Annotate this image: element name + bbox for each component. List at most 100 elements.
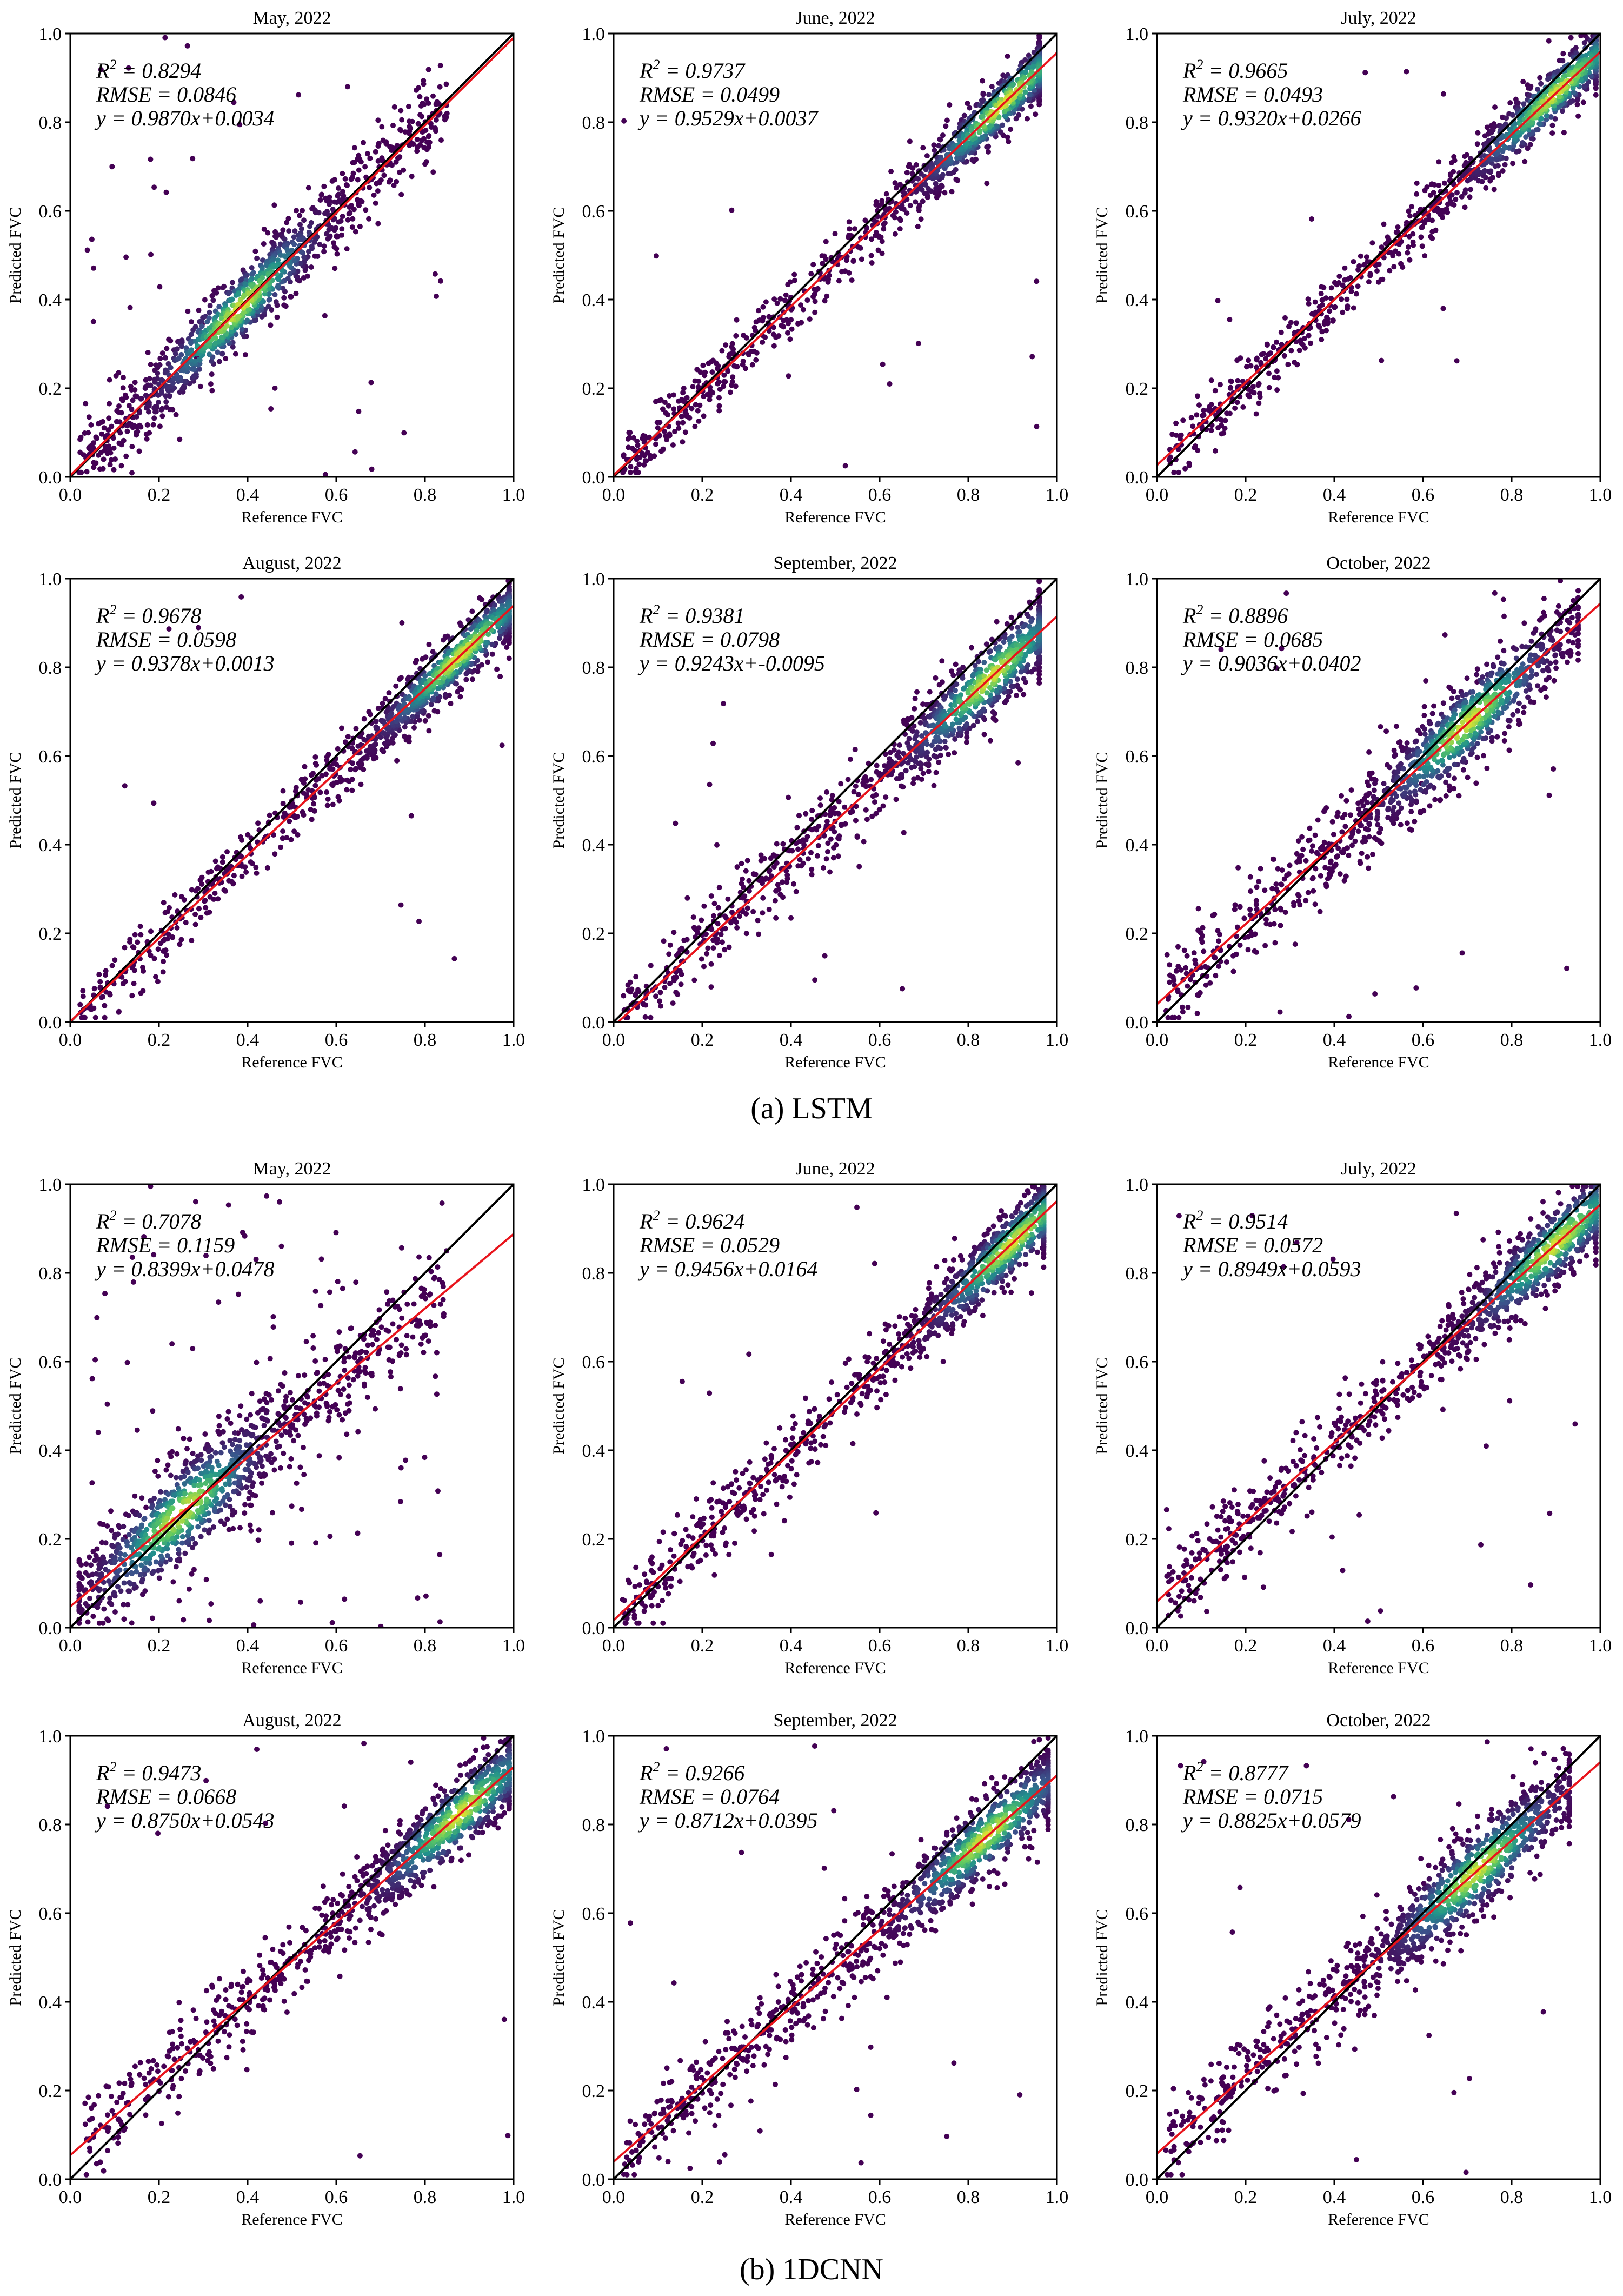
data-point	[433, 101, 439, 107]
data-point	[414, 144, 420, 150]
data-point	[1409, 204, 1415, 210]
data-point	[121, 437, 127, 443]
data-point	[820, 261, 826, 267]
data-point	[1467, 194, 1473, 200]
data-point	[864, 817, 870, 822]
data-point	[918, 216, 924, 222]
data-point	[632, 448, 638, 454]
data-point	[129, 406, 135, 412]
data-point	[177, 436, 183, 442]
data-point	[1196, 402, 1202, 408]
data-point	[937, 752, 943, 758]
data-point	[325, 236, 331, 242]
data-point	[696, 379, 702, 384]
data-point	[188, 340, 194, 346]
data-point	[292, 228, 298, 234]
data-point	[817, 802, 823, 808]
panel-5: 0.0 0.2 0.4 0.6 0.8 1.00.00.20.40.60.81.0Sept…	[550, 553, 1068, 1071]
data-point	[893, 797, 899, 802]
y-tick-label: 0.6	[582, 202, 606, 222]
data-point	[1342, 265, 1348, 271]
data-point	[882, 220, 888, 226]
data-point	[280, 801, 286, 806]
data-point	[323, 771, 329, 777]
data-point	[1312, 299, 1318, 305]
data-point	[1010, 82, 1016, 87]
data-point	[1429, 229, 1435, 235]
data-point	[1538, 116, 1544, 122]
data-point	[275, 257, 281, 263]
panel-3: 0.0 0.2 0.4 0.6 0.8 1.00.00.20.40.60.81.0July…	[1093, 8, 1612, 526]
data-point	[122, 979, 128, 985]
data-point	[861, 839, 867, 845]
data-point	[1307, 325, 1313, 331]
data-point	[349, 787, 355, 793]
data-point	[116, 440, 122, 446]
data-point	[726, 944, 732, 950]
data-point	[332, 199, 338, 205]
data-point	[828, 836, 834, 842]
data-point	[1561, 130, 1567, 136]
data-point	[291, 234, 297, 240]
data-point	[375, 188, 381, 194]
data-point	[873, 229, 879, 235]
data-point	[375, 143, 381, 149]
data-point	[131, 945, 137, 951]
data-point	[937, 137, 943, 143]
data-point	[268, 406, 274, 412]
data-point	[1248, 363, 1254, 369]
data-point	[345, 734, 351, 740]
data-point	[1459, 194, 1465, 200]
data-point	[265, 230, 271, 236]
data-point	[804, 297, 810, 303]
data-point	[296, 237, 302, 243]
y-tick-label: 0.0	[39, 1013, 62, 1033]
data-point	[382, 696, 388, 702]
data-point	[714, 842, 720, 848]
data-point	[272, 263, 278, 269]
data-point	[1454, 190, 1460, 196]
data-point	[670, 392, 676, 398]
x-tick-label: 1.0	[502, 1030, 526, 1050]
data-point	[729, 379, 735, 385]
data-point	[425, 101, 431, 106]
data-point	[1250, 384, 1256, 390]
y-tick-label: 0.8	[582, 113, 606, 133]
panel-4: 0.0 0.2 0.4 0.6 0.8 1.00.00.20.40.60.81.0Augu…	[6, 553, 525, 1071]
data-point	[809, 817, 815, 822]
caption-1dcnn: (b) 1DCNN	[740, 2253, 883, 2286]
data-point	[824, 819, 830, 825]
data-point	[756, 308, 761, 314]
data-point	[168, 338, 174, 344]
data-point	[151, 800, 157, 806]
data-point	[774, 841, 780, 847]
data-point	[380, 157, 385, 163]
data-point	[389, 148, 395, 153]
data-point	[117, 419, 123, 425]
data-point	[1575, 113, 1581, 119]
data-point	[288, 837, 294, 842]
data-point	[165, 931, 171, 937]
data-point	[628, 464, 634, 470]
data-point	[324, 757, 330, 763]
data-point	[368, 712, 374, 718]
data-point	[421, 81, 427, 87]
data-point	[281, 302, 287, 308]
data-point	[836, 799, 842, 805]
data-point	[767, 867, 773, 873]
data-point	[291, 828, 297, 834]
data-point	[1353, 291, 1359, 297]
data-point	[1527, 142, 1533, 148]
data-point	[1022, 57, 1028, 63]
data-point	[823, 238, 829, 244]
data-point	[702, 373, 708, 379]
data-point	[330, 801, 336, 807]
data-point	[1328, 285, 1334, 291]
data-point	[418, 103, 424, 109]
data-point	[899, 772, 905, 777]
data-point	[231, 873, 237, 879]
data-point	[1527, 85, 1533, 91]
data-point	[223, 356, 229, 362]
data-point	[662, 400, 668, 405]
data-point	[1381, 221, 1387, 227]
